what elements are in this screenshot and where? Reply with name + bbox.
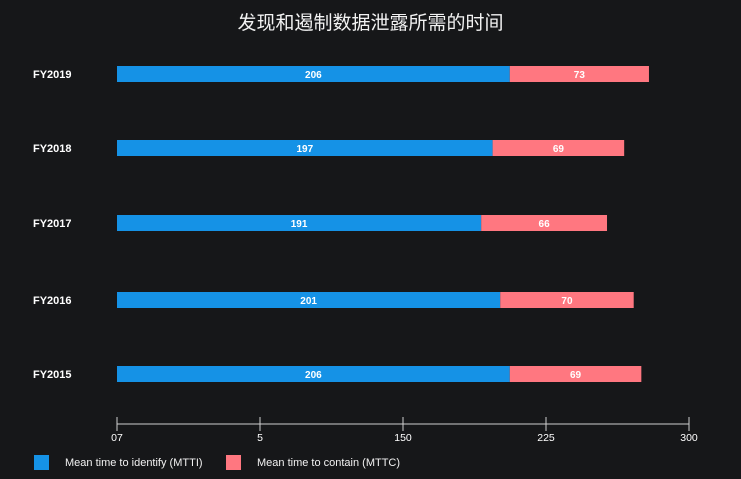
x-tick-label: 150 bbox=[394, 432, 412, 444]
data-label-mttc: 66 bbox=[539, 219, 551, 230]
legend-label-mttc: Mean time to contain (MTTC) bbox=[257, 456, 401, 469]
data-label-mttc: 69 bbox=[553, 144, 565, 155]
legend-item-mtti: Mean time to identify (MTTI) bbox=[34, 455, 203, 470]
legend-swatch-mtti bbox=[34, 455, 49, 470]
legend: Mean time to identify (MTTI) Mean time t… bbox=[0, 455, 741, 475]
category-label: FY2017 bbox=[33, 218, 72, 230]
category-label: FY2018 bbox=[33, 143, 72, 155]
bar-mtti bbox=[117, 140, 493, 156]
bar-mttc bbox=[509, 366, 642, 382]
legend-item-mttc: Mean time to contain (MTTC) bbox=[226, 455, 400, 470]
bar-mtti bbox=[117, 215, 482, 231]
bar-mttc bbox=[481, 215, 608, 231]
legend-swatch-mttc bbox=[226, 455, 241, 470]
data-label-mtti: 201 bbox=[300, 296, 317, 307]
data-label-mtti: 206 bbox=[305, 370, 322, 381]
bar-mtti bbox=[117, 292, 501, 308]
x-tick-label: 225 bbox=[537, 432, 555, 444]
legend-label-mtti: Mean time to identify (MTTI) bbox=[65, 456, 203, 469]
category-label: FY2016 bbox=[33, 295, 72, 307]
category-label: FY2019 bbox=[33, 69, 72, 81]
data-label-mttc: 70 bbox=[561, 296, 573, 307]
data-label-mtti: 191 bbox=[291, 219, 308, 230]
x-tick-label: 5 bbox=[257, 432, 263, 444]
bar-mttc bbox=[509, 66, 649, 82]
data-label-mttc: 73 bbox=[574, 70, 586, 81]
bar-mtti bbox=[117, 366, 510, 382]
bar-mttc bbox=[492, 140, 625, 156]
bar-mttc bbox=[500, 292, 634, 308]
bar-mtti bbox=[117, 66, 510, 82]
data-label-mtti: 197 bbox=[296, 144, 313, 155]
data-label-mttc: 69 bbox=[570, 370, 582, 381]
data-label-mtti: 206 bbox=[305, 70, 322, 81]
x-tick-label: 300 bbox=[680, 432, 698, 444]
chart-title: 发现和遏制数据泄露所需的时间 bbox=[237, 12, 504, 34]
x-tick-label: 07 bbox=[111, 432, 123, 444]
category-label: FY2015 bbox=[33, 369, 72, 381]
